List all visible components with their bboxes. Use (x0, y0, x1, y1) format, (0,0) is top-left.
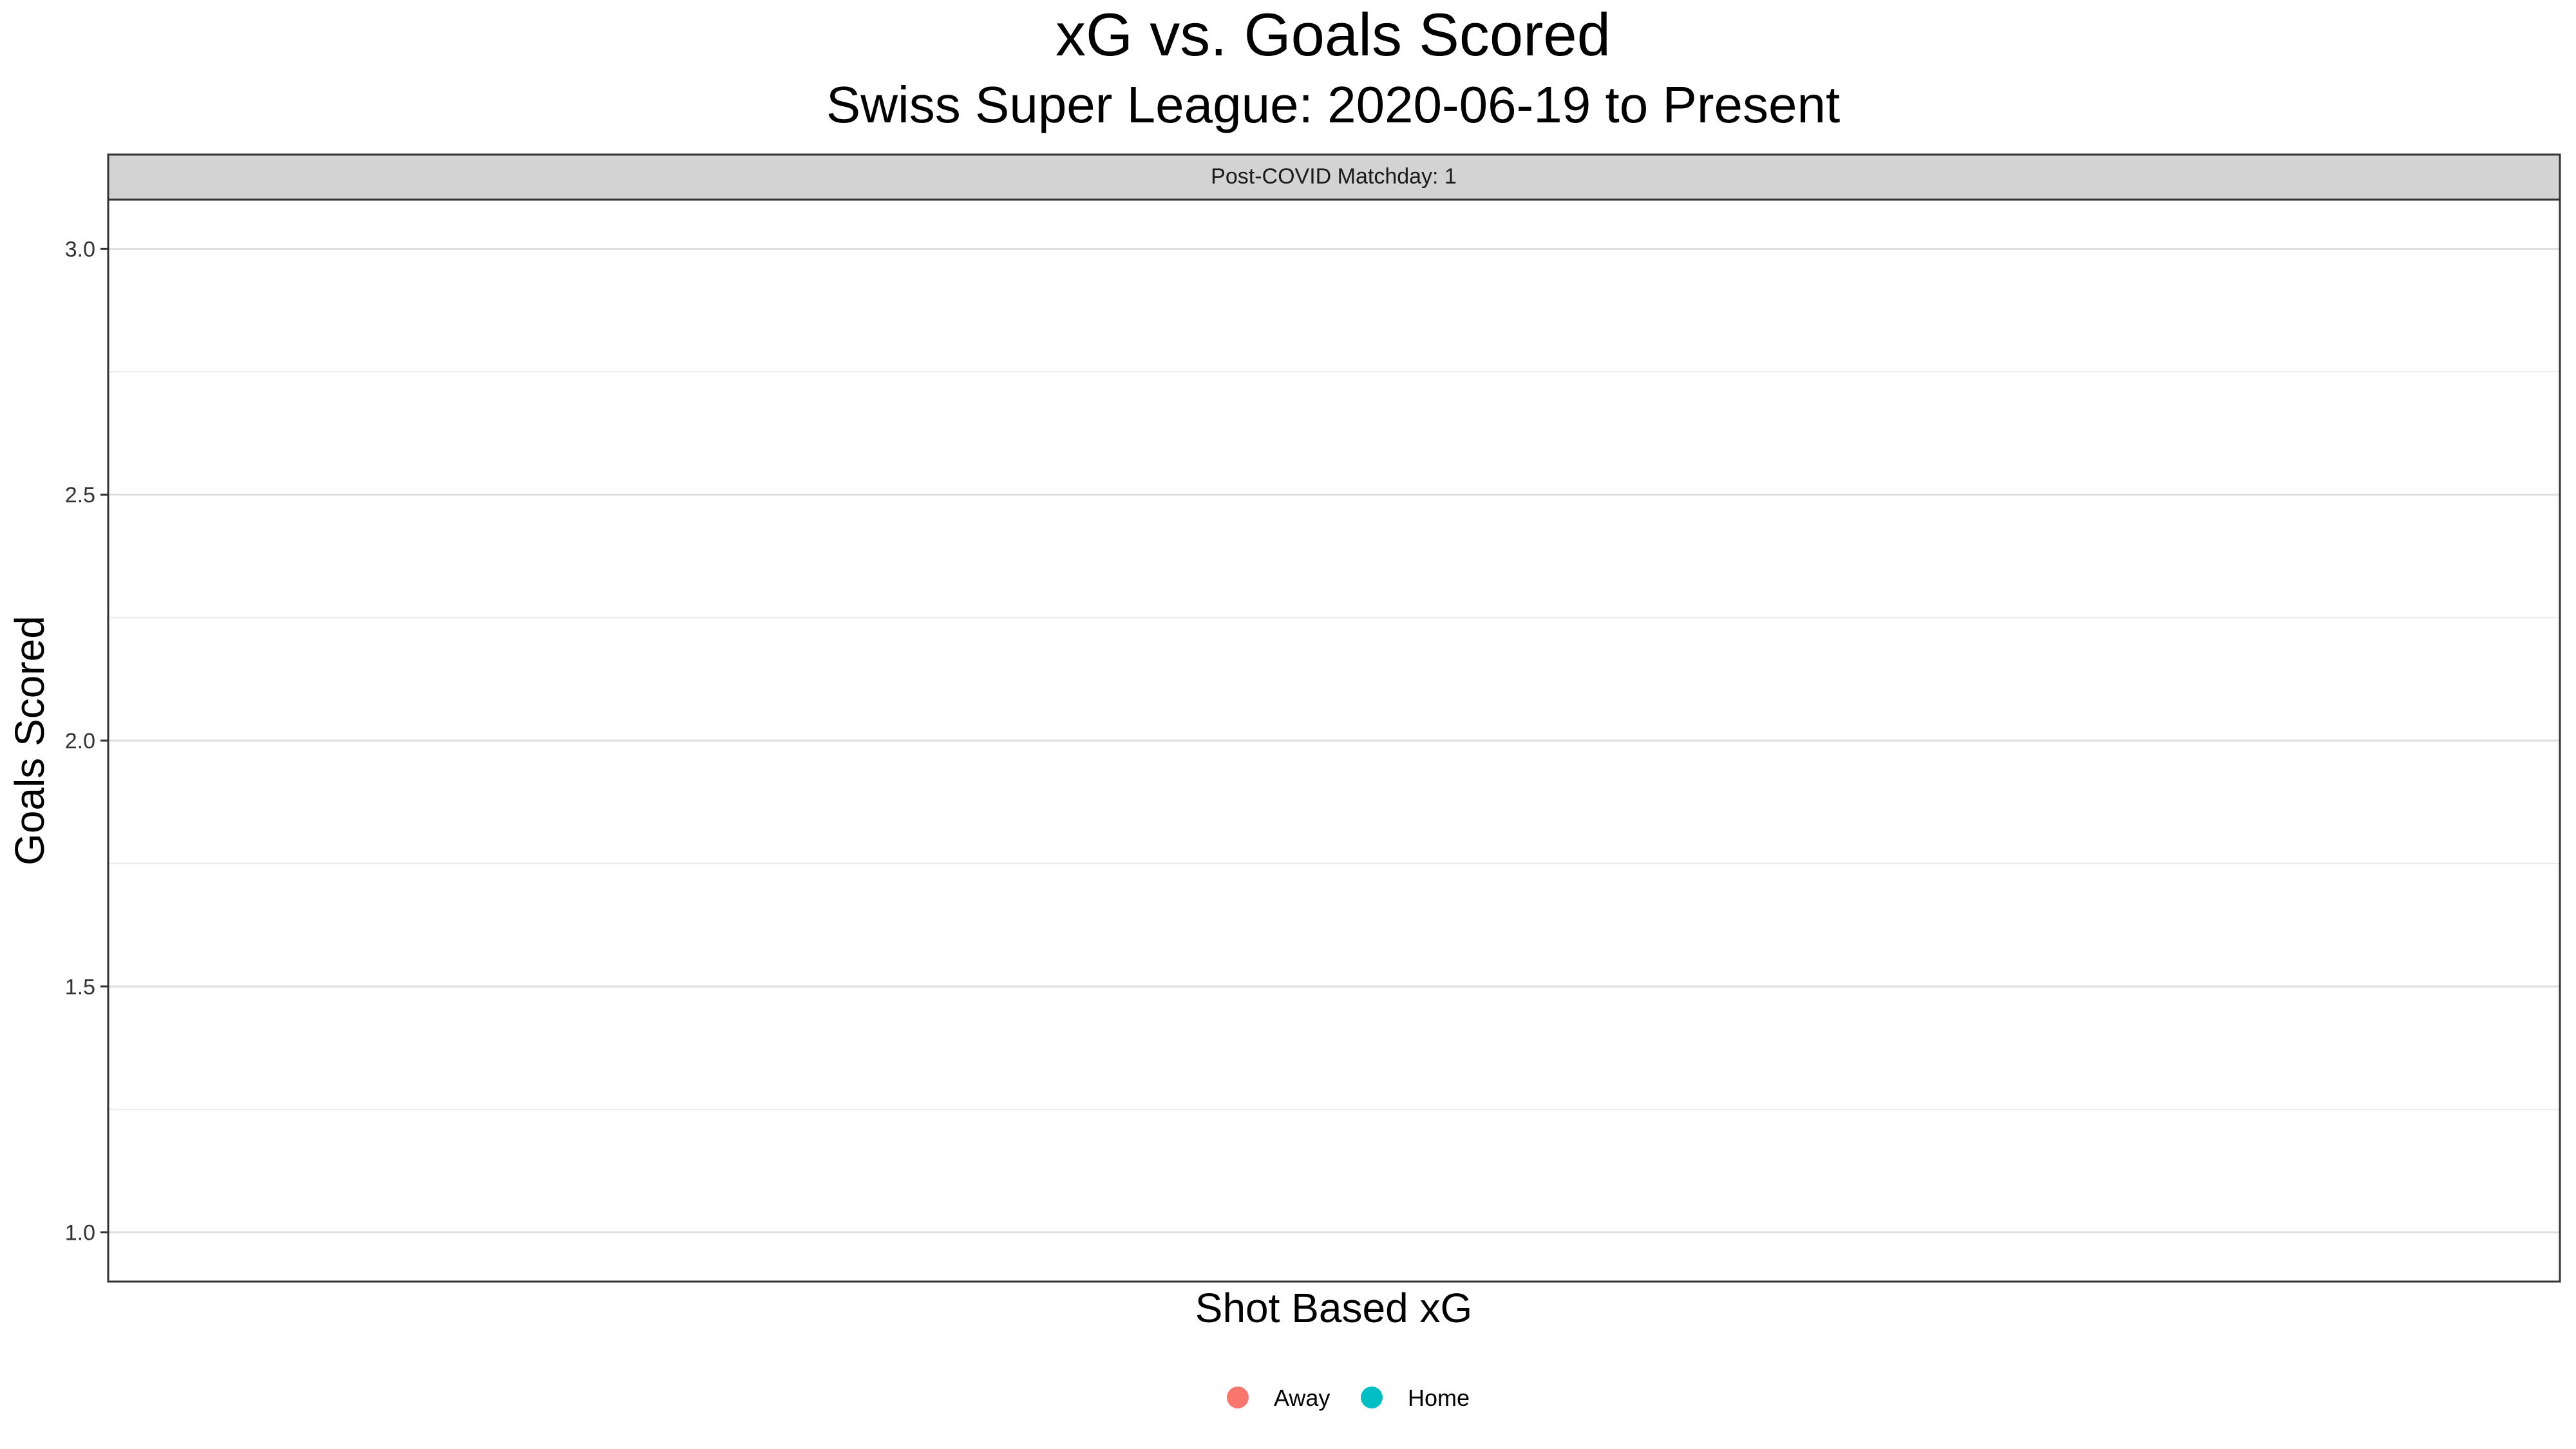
y-axis: 1.0 1.5 2.0 2.5 3.0 (65, 237, 108, 1245)
facet-label: Post-COVID Matchday: 1 (1211, 164, 1457, 189)
y-tick-label: 3.0 (65, 237, 95, 261)
legend-label-away: Away (1274, 1385, 1330, 1411)
x-axis-label: Shot Based xG (1195, 1285, 1472, 1331)
chart-subtitle: Swiss Super League: 2020-06-19 to Presen… (826, 76, 1840, 133)
legend: Away Home (1227, 1385, 1470, 1411)
gridlines (108, 247, 2560, 1234)
y-tick-label: 2.5 (65, 483, 95, 507)
y-tick-label: 1.0 (65, 1221, 95, 1245)
y-tick-label: 2.0 (65, 729, 95, 753)
legend-key-away (1227, 1387, 1249, 1408)
y-axis-label: Goals Scored (6, 616, 53, 866)
legend-label-home: Home (1408, 1385, 1470, 1411)
y-tick-label: 1.5 (65, 975, 95, 999)
chart-title: xG vs. Goals Scored (1056, 1, 1611, 68)
facet-strip (107, 153, 2561, 201)
legend-key-home (1361, 1387, 1383, 1408)
